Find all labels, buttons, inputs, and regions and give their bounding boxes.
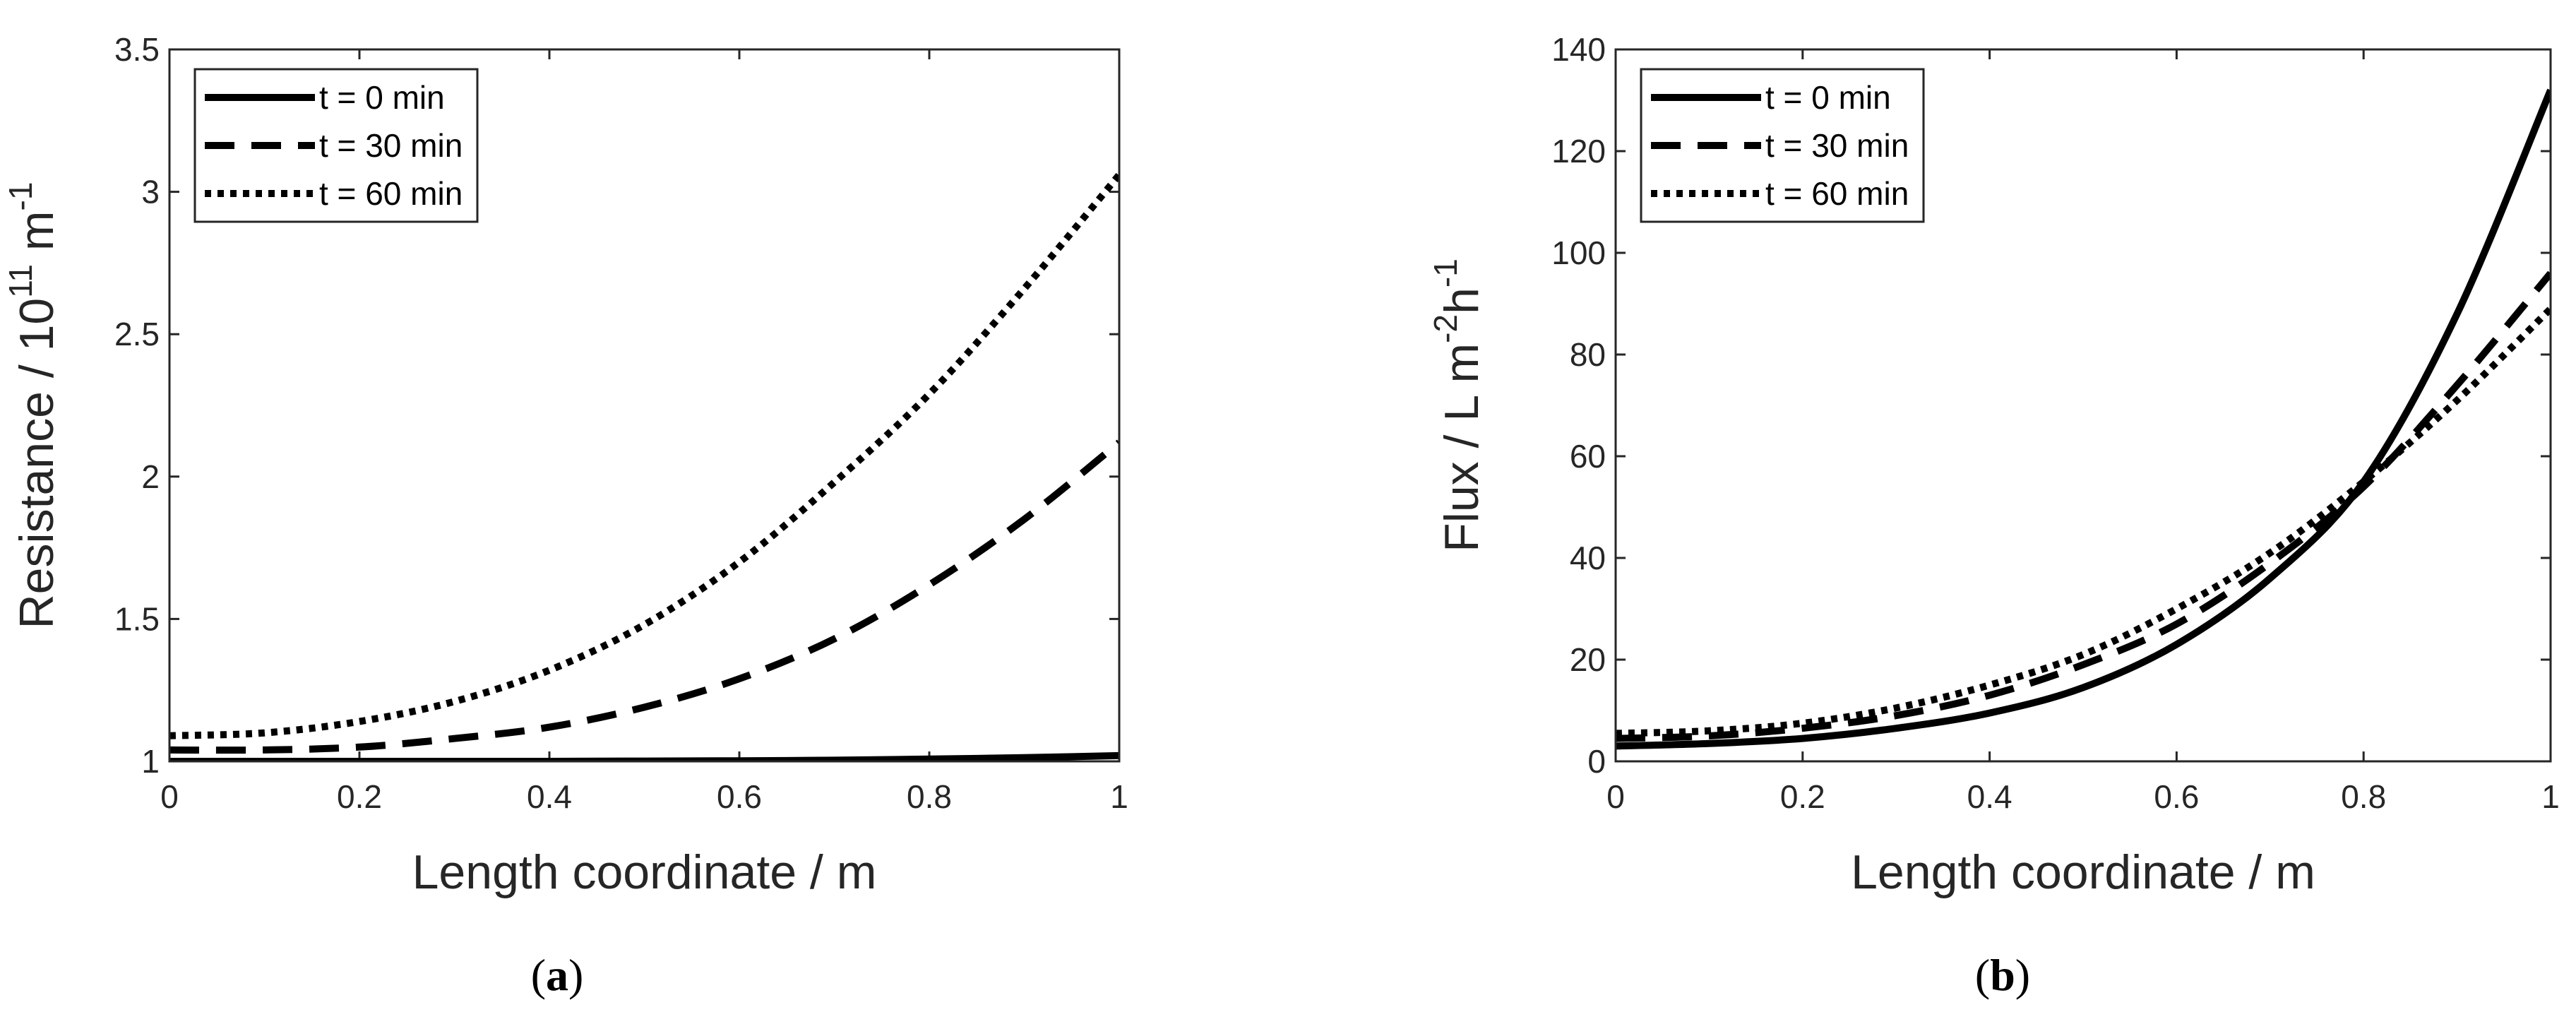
- caption-letter: a: [546, 950, 568, 1000]
- x-tick-label: 0.2: [337, 778, 382, 815]
- legend-label: t = 60 min: [319, 175, 463, 212]
- caption-open: (: [1975, 950, 1990, 1000]
- legend-label: t = 0 min: [319, 79, 445, 116]
- caption-close: ): [2015, 950, 2030, 1000]
- x-tick-label: 0.4: [1967, 778, 2012, 815]
- x-tick-label: 0.6: [717, 778, 762, 815]
- y-axis-label-sup2: -1: [2, 182, 39, 211]
- series-line-dashed: [169, 439, 1119, 754]
- y-axis-label-sup1: -2: [1427, 314, 1464, 343]
- y-tick-label: 40: [1570, 540, 1606, 576]
- y-tick-label: 60: [1570, 438, 1606, 475]
- y-axis-label-text: Flux / L m: [1435, 343, 1489, 552]
- y-tick-label: 2.5: [114, 316, 160, 352]
- y-tick-label: 120: [1551, 133, 1606, 170]
- series-line-dotted: [1616, 306, 2551, 737]
- y-axis-label-mid: m: [10, 210, 64, 264]
- series-line-solid: [1616, 88, 2551, 750]
- series-line-dotted: [169, 172, 1119, 739]
- x-axis-label: Length coordinate / m: [412, 845, 877, 899]
- y-tick-label: 100: [1551, 234, 1606, 271]
- x-tick-label: 0.8: [907, 778, 952, 815]
- y-tick-label: 20: [1570, 641, 1606, 678]
- x-tick-label: 0.8: [2341, 778, 2386, 815]
- x-tick-label: 0.4: [527, 778, 572, 815]
- x-tick-label: 0.2: [1780, 778, 1825, 815]
- y-tick-label: 2: [141, 458, 160, 495]
- y-tick-label: 3: [141, 174, 160, 210]
- caption-letter: b: [1990, 950, 2015, 1000]
- caption-close: ): [568, 950, 583, 1000]
- y-tick-label: 140: [1551, 31, 1606, 68]
- y-tick-label: 0: [1587, 743, 1606, 780]
- panel-b-chart: 0 0.2 0.4 0.6 0.8 1 0 20 40 60 80 100 120 140 t = 0 mi…: [1427, 31, 2560, 1000]
- x-tick-label: 0.6: [2154, 778, 2199, 815]
- legend-label: t = 60 min: [1765, 175, 1909, 212]
- y-axis-label: Flux / L m-2h-1: [1427, 258, 1489, 552]
- caption-open: (: [531, 950, 546, 1000]
- y-tick-label: 1: [141, 743, 160, 780]
- x-tick-label: 0: [1606, 778, 1625, 815]
- axes-frame: [168, 48, 1121, 763]
- y-tick-label: 1.5: [114, 600, 160, 637]
- x-tick-label: 0: [160, 778, 179, 815]
- y-axis-label-sup2: -1: [1427, 258, 1464, 287]
- x-axis-label: Length coordinate / m: [1851, 845, 2315, 899]
- panel-caption: (a): [531, 950, 584, 1000]
- legend-label: t = 0 min: [1765, 79, 1891, 116]
- panel-caption: (b): [1975, 950, 2030, 1000]
- y-tick-label: 3.5: [114, 31, 160, 68]
- legend-label: t = 30 min: [1765, 127, 1909, 164]
- axes-frame: [1614, 48, 2552, 763]
- y-axis-label-sup1: 11: [2, 264, 39, 298]
- legend-label: t = 30 min: [319, 127, 463, 164]
- y-axis-label-mid: h: [1435, 287, 1489, 314]
- y-axis-label-text: Resistance / 10: [10, 298, 64, 629]
- y-tick-label: 80: [1570, 336, 1606, 373]
- x-tick-label: 1: [1110, 778, 1128, 815]
- y-axis-label: Resistance / 1011 m-1: [2, 182, 64, 629]
- x-tick-label: 1: [2541, 778, 2560, 815]
